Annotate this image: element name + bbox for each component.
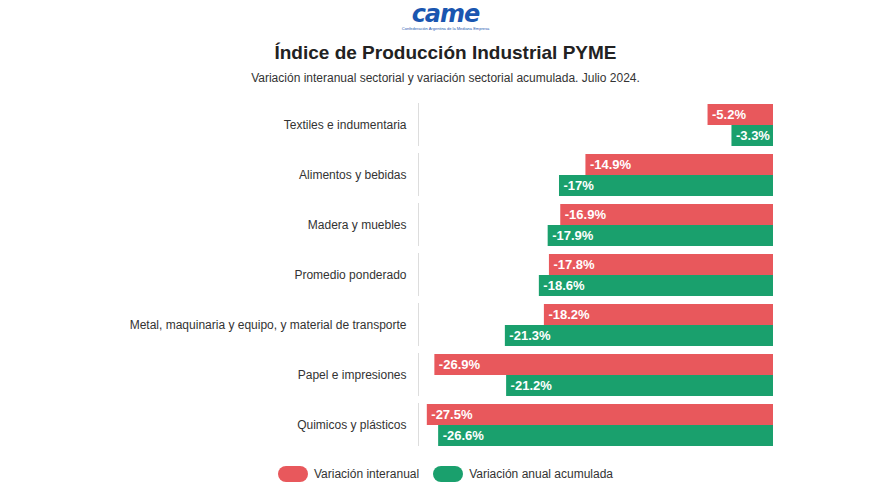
svg-text:-18.6%: -18.6% bbox=[543, 278, 585, 293]
svg-text:-14.9%: -14.9% bbox=[590, 157, 632, 172]
svg-text:-16.9%: -16.9% bbox=[565, 207, 607, 222]
svg-text:-18.2%: -18.2% bbox=[548, 307, 590, 322]
svg-text:Papel e impresiones: Papel e impresiones bbox=[298, 368, 407, 382]
svg-text:-17.8%: -17.8% bbox=[553, 257, 595, 272]
html-text:Variación anual acumulada: Variación anual acumulada bbox=[469, 467, 613, 481]
svg-text:-26.9%: -26.9% bbox=[439, 357, 481, 372]
html-text:Confederación Argentina de la: Confederación Argentina de la Mediana Em… bbox=[401, 26, 490, 31]
svg-text:-21.3%: -21.3% bbox=[509, 328, 551, 343]
svg-text:Alimentos y bebidas: Alimentos y bebidas bbox=[299, 168, 406, 182]
svg-text:Madera y muebles: Madera y muebles bbox=[308, 218, 407, 232]
html-text:came: came bbox=[411, 0, 480, 28]
svg-text:Promedio ponderado: Promedio ponderado bbox=[294, 268, 406, 282]
svg-text:Metal, maquinaria y equipo, y: Metal, maquinaria y equipo, y material d… bbox=[130, 318, 407, 332]
html-text:Variación interanual: Variación interanual bbox=[314, 467, 420, 481]
svg-text:-17.9%: -17.9% bbox=[552, 228, 594, 243]
svg-text:Textiles e indumentaria: Textiles e indumentaria bbox=[284, 118, 407, 132]
svg-text:Quimicos y plásticos: Quimicos y plásticos bbox=[297, 418, 406, 432]
html-text:Variación interanual sectorial: Variación interanual sectorial y variaci… bbox=[251, 71, 640, 85]
svg-text:-21.2%: -21.2% bbox=[511, 378, 553, 393]
svg-text:-26.6%: -26.6% bbox=[443, 428, 485, 443]
svg-text:-3.3%: -3.3% bbox=[736, 128, 770, 143]
svg-text:-27.5%: -27.5% bbox=[431, 407, 473, 422]
svg-text:-17%: -17% bbox=[563, 178, 594, 193]
svg-text:-5.2%: -5.2% bbox=[712, 107, 746, 122]
html-text:Índice de Producción Industria: Índice de Producción Industrial PYME bbox=[274, 42, 617, 63]
